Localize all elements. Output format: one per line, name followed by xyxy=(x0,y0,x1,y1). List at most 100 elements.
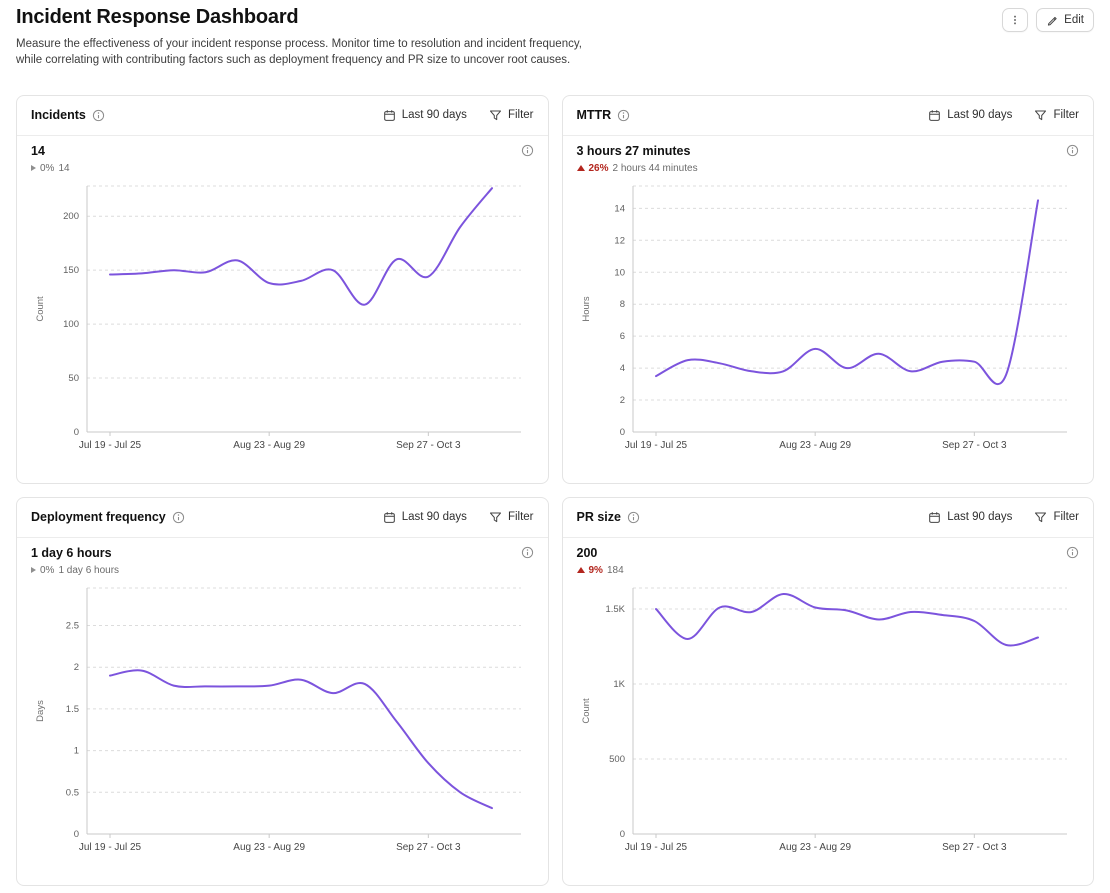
filter-funnel-icon xyxy=(489,512,501,522)
change-direction-icon xyxy=(31,165,36,172)
pencil-icon xyxy=(1048,16,1057,26)
edit-button[interactable]: Edit xyxy=(1036,8,1094,32)
incidents-line-chart: 0 50 100 150 200 Jul 19 - Jul 25 Aug 23 - Aug … xyxy=(35,185,521,451)
svg-text:Count: Count xyxy=(35,296,46,322)
date-range-label: Last 90 days xyxy=(401,109,467,122)
panel-deployment-frequency: Deployment frequency Last 90 days Filter… xyxy=(16,496,549,886)
panel-header: MTTR Last 90 days Filter xyxy=(562,96,1093,136)
svg-text:1.5K: 1.5K xyxy=(605,604,625,615)
info-icon[interactable] xyxy=(172,511,185,524)
panel-title: MTTR xyxy=(576,108,612,123)
filter-funnel-icon xyxy=(1035,110,1047,120)
svg-text:150: 150 xyxy=(63,265,79,276)
filter-button[interactable]: Filter xyxy=(489,511,534,524)
info-icon[interactable] xyxy=(1066,546,1079,559)
stat-value: 3 hours 27 minutes xyxy=(576,143,691,158)
stat-change: 26% 2 hours 44 minutes xyxy=(576,162,698,174)
panel-pr-size: PR size Last 90 days Filter 200 xyxy=(561,496,1094,886)
date-range-button[interactable]: Last 90 days xyxy=(928,109,1012,122)
svg-text:10: 10 xyxy=(614,267,625,278)
change-percent: 26% xyxy=(588,162,609,174)
filter-label: Filter xyxy=(1053,511,1079,524)
stat-change: 0% 1 day 6 hours xyxy=(31,565,119,576)
svg-text:2: 2 xyxy=(74,662,79,673)
info-icon[interactable] xyxy=(1066,144,1079,157)
filter-label: Filter xyxy=(1053,109,1079,122)
deployment-frequency-line-chart: 0 0.5 1 1.5 2 2.5 Jul 19 - Jul 25 Aug 23 - Aug … xyxy=(35,587,521,853)
page-title: Incident Response Dashboard xyxy=(16,6,299,28)
info-icon[interactable] xyxy=(521,546,534,559)
info-icon[interactable] xyxy=(617,109,630,122)
page-header: Incident Response Dashboard Measure the … xyxy=(16,6,1094,69)
panel-header: Incidents Last 90 days Filter xyxy=(17,96,548,136)
date-range-label: Last 90 days xyxy=(401,511,467,524)
calendar-icon xyxy=(929,109,941,121)
svg-text:Aug 23 - Aug 29: Aug 23 - Aug 29 xyxy=(233,440,305,451)
svg-text:6: 6 xyxy=(619,331,624,342)
filter-funnel-icon xyxy=(1035,512,1047,522)
svg-text:0.5: 0.5 xyxy=(66,787,79,798)
svg-text:1: 1 xyxy=(74,745,79,756)
filter-button[interactable]: Filter xyxy=(489,109,534,122)
kebab-menu-icon xyxy=(1014,15,1017,25)
change-direction-icon xyxy=(576,567,585,574)
svg-text:Jul 19 - Jul 25: Jul 19 - Jul 25 xyxy=(624,842,687,853)
change-direction-icon xyxy=(576,165,585,172)
svg-text:Days: Days xyxy=(35,700,46,722)
svg-text:0: 0 xyxy=(74,829,79,840)
calendar-icon xyxy=(383,511,395,523)
change-comparison: 1 day 6 hours xyxy=(58,564,120,576)
filter-label: Filter xyxy=(507,109,534,122)
svg-text:200: 200 xyxy=(63,211,79,222)
change-percent: 0% xyxy=(40,162,55,174)
date-range-button[interactable]: Last 90 days xyxy=(383,511,467,524)
svg-text:4: 4 xyxy=(619,363,624,374)
date-range-button[interactable]: Last 90 days xyxy=(928,511,1012,524)
stat-change: 9% 184 xyxy=(576,564,624,576)
info-icon[interactable] xyxy=(92,109,105,122)
page-actions: Edit xyxy=(1002,8,1094,32)
filter-funnel-icon xyxy=(489,110,501,120)
calendar-icon xyxy=(383,109,395,121)
panel-header: PR size Last 90 days Filter xyxy=(562,498,1093,538)
page-description: Measure the effectiveness of your incide… xyxy=(16,38,582,67)
mttr-line-chart: 0 2 4 6 8 10 12 14 Jul 19 - Jul 25 Aug 23 - Aug 2… xyxy=(581,185,1067,451)
svg-text:Aug 23 - Aug 29: Aug 23 - Aug 29 xyxy=(233,842,305,853)
change-direction-icon xyxy=(31,567,36,574)
dashboard-grid: Incidents Last 90 days Filter 14 xyxy=(16,94,1094,886)
svg-text:50: 50 xyxy=(68,373,79,384)
info-icon[interactable] xyxy=(521,144,534,157)
change-comparison: 2 hours 44 minutes xyxy=(612,162,698,174)
svg-text:Sep 27 - Oct 3: Sep 27 - Oct 3 xyxy=(396,842,461,853)
panel-title: Deployment frequency xyxy=(31,510,166,525)
svg-text:Jul 19 - Jul 25: Jul 19 - Jul 25 xyxy=(79,440,142,451)
svg-text:0: 0 xyxy=(74,427,79,438)
svg-text:Sep 27 - Oct 3: Sep 27 - Oct 3 xyxy=(942,842,1007,853)
panel-header: Deployment frequency Last 90 days Filter xyxy=(17,498,548,538)
svg-text:1.5: 1.5 xyxy=(66,704,79,715)
info-icon[interactable] xyxy=(627,511,640,524)
filter-button[interactable]: Filter xyxy=(1034,109,1079,122)
stat-value: 200 xyxy=(576,545,598,560)
panel-title: Incidents xyxy=(31,108,86,123)
edit-button-label: Edit xyxy=(1064,14,1084,26)
svg-text:1K: 1K xyxy=(613,679,625,690)
svg-text:2: 2 xyxy=(619,395,624,406)
svg-text:14: 14 xyxy=(614,203,625,214)
change-percent: 9% xyxy=(588,564,603,576)
svg-text:100: 100 xyxy=(63,319,79,330)
panel-incidents: Incidents Last 90 days Filter 14 xyxy=(16,94,549,484)
svg-text:Hours: Hours xyxy=(581,296,592,322)
svg-text:8: 8 xyxy=(619,299,624,310)
change-comparison: 14 xyxy=(58,162,70,174)
date-range-label: Last 90 days xyxy=(947,511,1013,524)
filter-button[interactable]: Filter xyxy=(1034,511,1079,524)
svg-text:Count: Count xyxy=(581,698,592,724)
svg-text:0: 0 xyxy=(619,427,624,438)
pr-size-line-chart: 0 500 1K 1.5K Jul 19 - Jul 25 Aug 23 - Aug 29… xyxy=(581,587,1067,853)
date-range-button[interactable]: Last 90 days xyxy=(383,109,467,122)
more-options-button[interactable] xyxy=(1002,8,1029,32)
panel-mttr: MTTR Last 90 days Filter 3 hours 27 minu… xyxy=(561,94,1094,484)
svg-text:12: 12 xyxy=(614,235,625,246)
filter-label: Filter xyxy=(507,511,534,524)
